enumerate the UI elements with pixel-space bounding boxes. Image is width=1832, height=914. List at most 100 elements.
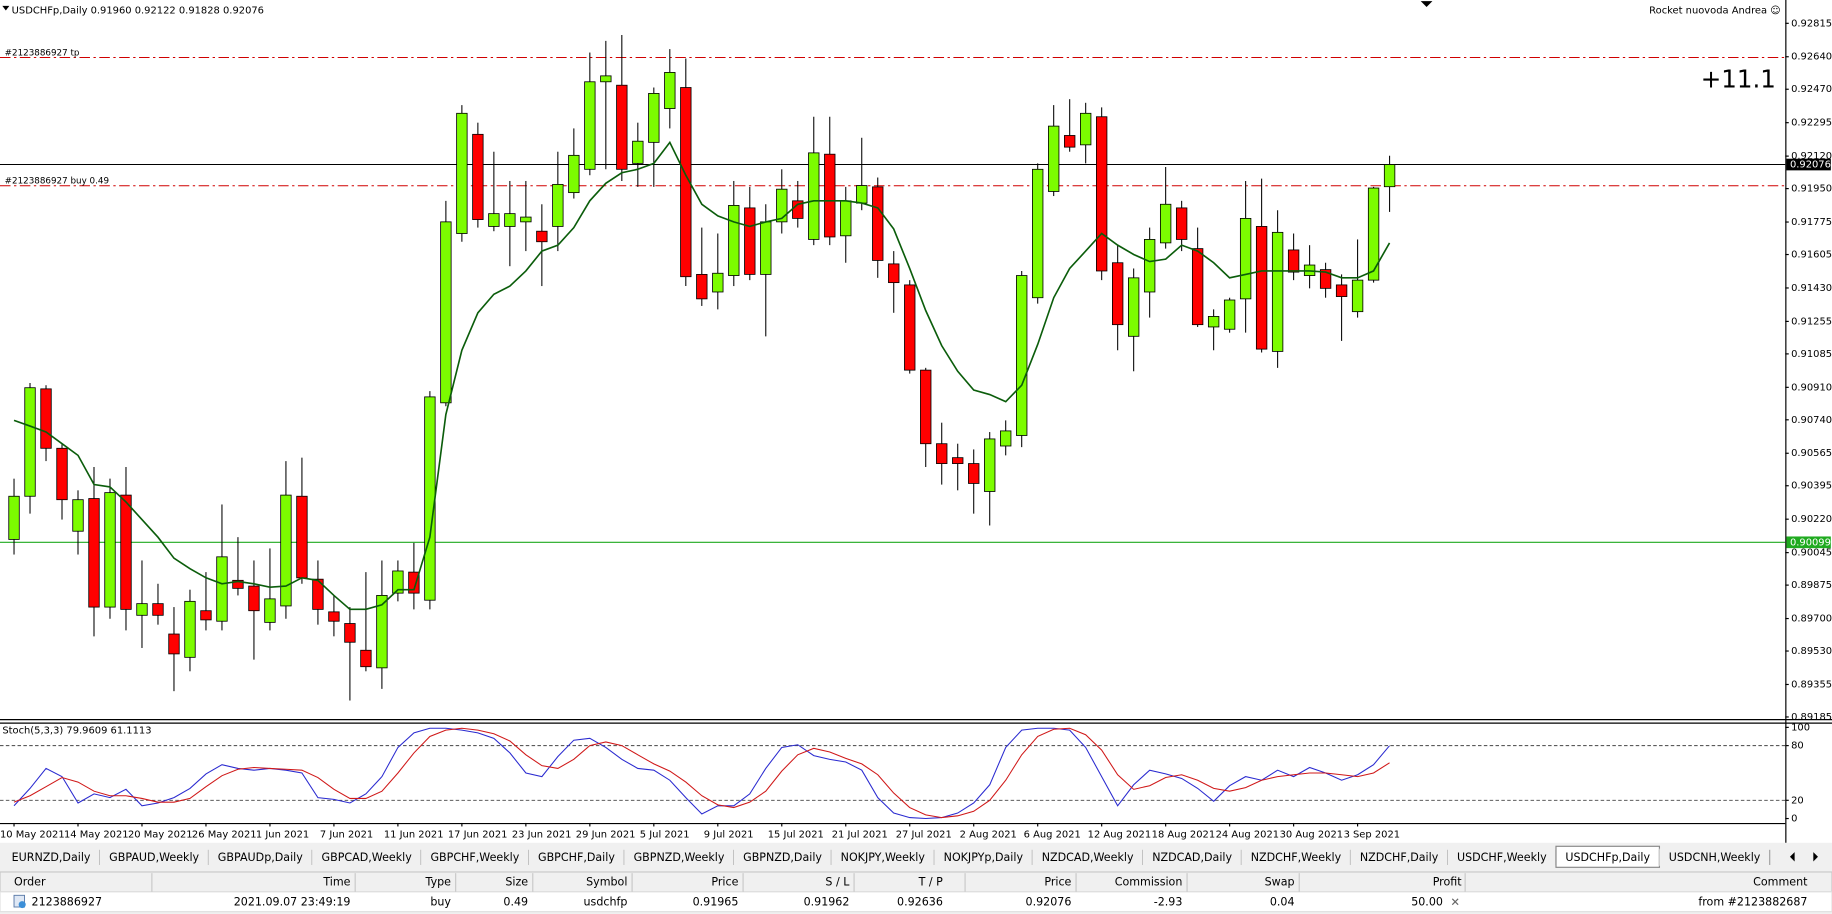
candle-body (1191, 248, 1204, 326)
tab-label: GBPAUDp,Daily (218, 851, 303, 864)
x-tick-label: 3 Sep 2021 (1344, 830, 1401, 841)
y-tick-label: 0.89355 (1791, 679, 1832, 690)
candle-body (296, 495, 308, 579)
tab[interactable]: NOKJPY,Weekly (831, 848, 935, 867)
y-tick-label: 20 (1791, 795, 1804, 806)
tab[interactable]: USDCHFp,Daily (1555, 845, 1661, 868)
y-tick-label: 100 (1791, 722, 1810, 733)
tab[interactable]: NZDCAD,Weekly (1032, 848, 1144, 867)
column-header[interactable]: Price (1044, 875, 1071, 888)
column-header[interactable]: S / L (825, 875, 850, 888)
tab-label: GBPNZD,Weekly (634, 851, 725, 864)
candle-body (168, 633, 180, 655)
candle-body (1016, 275, 1028, 436)
column-header[interactable]: Comment (1753, 875, 1808, 888)
tab-background (2, 848, 100, 867)
candle-body (1175, 207, 1188, 240)
column-header[interactable]: Time (322, 875, 350, 888)
y-tick-label: 0.89185 (1791, 712, 1832, 723)
chart-menu-arrow[interactable] (2, 5, 10, 11)
candle-body (104, 492, 116, 608)
candle-body (904, 284, 916, 371)
tab-label: USDCNH,Weekly (1669, 851, 1761, 864)
tab-scroll-right[interactable] (1813, 852, 1818, 862)
candle-body (312, 578, 324, 610)
candle-body (600, 75, 612, 83)
tab[interactable]: GBPNZD,Weekly (624, 848, 735, 867)
column-header[interactable]: Size (505, 875, 528, 888)
tab-label: NZDCAD,Weekly (1042, 851, 1134, 864)
column-header[interactable]: Type (425, 875, 452, 888)
y-tick-label: 0.90395 (1791, 481, 1832, 492)
tab[interactable]: USDCNH,Weekly (1659, 848, 1771, 867)
tab[interactable]: GBPCAD,Weekly (312, 848, 422, 867)
candle-body (1143, 239, 1156, 293)
tab-label: USDCHF,Weekly (1457, 851, 1547, 864)
y-tick-label: 0.90565 (1791, 448, 1832, 459)
table-cell: -2.93 (1154, 895, 1183, 908)
tab-scroll-left[interactable] (1789, 852, 1795, 862)
x-tick-label: 17 Jun 2021 (448, 830, 508, 841)
tab[interactable]: GBPCHF,Weekly (421, 848, 530, 867)
candle-body (424, 396, 436, 601)
column-header[interactable]: Order (14, 875, 46, 888)
x-tick-label: 12 Aug 2021 (1088, 830, 1151, 841)
price-label-box (1786, 536, 1831, 549)
column-header[interactable]: Profit (1433, 875, 1463, 888)
candle-body (760, 221, 772, 275)
x-tick-label: 7 Jun 2021 (320, 830, 373, 841)
candle-body (440, 221, 452, 404)
tab[interactable]: NZDCAD,Daily (1142, 848, 1242, 867)
tab[interactable]: USDCHF,Weekly (1447, 848, 1557, 867)
y-tick-label: 0.90740 (1791, 415, 1832, 426)
candle-body (152, 603, 164, 616)
tab-background (99, 848, 209, 867)
y-tick-label: 0.91605 (1791, 250, 1832, 261)
close-order-button[interactable] (1451, 898, 1459, 906)
tab-label: GBPCAD,Weekly (322, 851, 413, 864)
candle-body (8, 495, 20, 540)
y-tick-label: 0.90910 (1791, 382, 1832, 393)
candle-body (1064, 135, 1076, 148)
tab[interactable]: NZDCHF,Weekly (1241, 848, 1352, 867)
candle-body (504, 213, 516, 227)
candle-body (360, 649, 372, 668)
column-header[interactable]: Swap (1265, 875, 1295, 888)
tab-background (208, 848, 313, 867)
column-header[interactable]: T / P (918, 875, 944, 888)
tab[interactable]: GBPNZD,Daily (733, 848, 832, 867)
x-tick-label: 24 Aug 2021 (1216, 830, 1279, 841)
candle-body (264, 598, 276, 623)
y-tick-label: 0.89700 (1791, 614, 1832, 625)
candle-body (888, 263, 900, 284)
x-tick-label: 1 Jun 2021 (256, 830, 309, 841)
tab[interactable]: GBPCHF,Daily (528, 848, 625, 867)
x-tick-label: 18 Aug 2021 (1152, 830, 1215, 841)
order-icon (13, 894, 26, 909)
y-tick-label: 0.90220 (1791, 514, 1832, 525)
column-header[interactable]: Symbol (586, 875, 627, 888)
tab[interactable]: GBPAUD,Weekly (99, 848, 210, 867)
chart-title: USDCHFp,Daily 0.91960 0.92122 0.91828 0.… (12, 6, 264, 17)
tab[interactable]: NZDCHF,Daily (1350, 848, 1449, 867)
table-cell: usdchfp (584, 895, 628, 908)
candle-body (1367, 187, 1380, 281)
candle-body (1207, 316, 1220, 328)
y-tick-label: 0.92815 (1791, 18, 1832, 29)
tab-background (421, 848, 529, 867)
candle-body (936, 443, 948, 464)
table-cell: 0.91965 (693, 895, 739, 908)
tab[interactable]: NOKJPYp,Daily (934, 848, 1033, 867)
column-header[interactable]: Price (711, 875, 738, 888)
tab-background (1241, 848, 1351, 867)
candle-body (376, 595, 388, 669)
x-tick-label: 26 May 2021 (192, 830, 257, 841)
column-header[interactable]: Commission (1115, 875, 1183, 888)
table-row[interactable]: 2123886927 2021.09.07 23:49:19 buy 0.49 usdc… (32, 895, 1808, 908)
tab[interactable]: GBPAUDp,Daily (208, 848, 313, 867)
candle-body (552, 183, 564, 227)
tab[interactable]: EURNZD,Daily (2, 848, 101, 867)
y-tick-label: 0.90045 (1791, 548, 1832, 559)
candle-body (1383, 164, 1396, 188)
price-label: 0.92076 (1790, 160, 1831, 171)
